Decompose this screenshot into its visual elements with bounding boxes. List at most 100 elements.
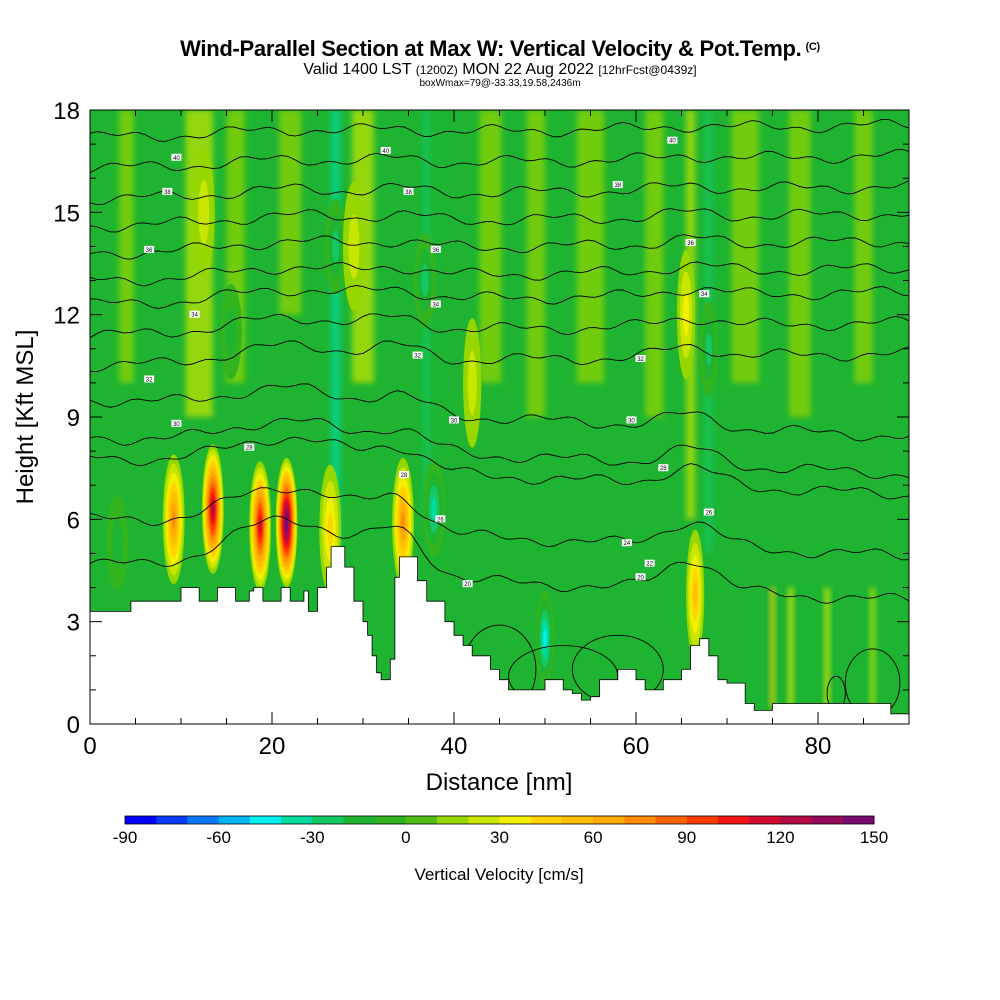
- updraft-cell: [275, 457, 298, 588]
- colorbar-label: Vertical Velocity [cm/s]: [414, 865, 583, 884]
- contour-label: 28: [244, 443, 255, 452]
- x-tick-label: 0: [83, 733, 96, 760]
- theta-contour: [90, 234, 909, 260]
- contour-label-text: 40: [669, 139, 676, 145]
- contour-label: 38: [612, 181, 623, 189]
- contour-label-text: 22: [646, 562, 653, 568]
- colorbar-swatch: [530, 816, 563, 824]
- downdraft-cell: [413, 232, 436, 329]
- contour-label-bg: [699, 290, 710, 298]
- y-tick-label: 15: [53, 200, 80, 227]
- contour-label-bg: [430, 245, 441, 253]
- contour-label-text: 36: [432, 248, 439, 254]
- velocity-streak: [769, 587, 776, 707]
- downdraft-cell-band: [225, 307, 237, 356]
- contour-label: 40: [667, 136, 678, 145]
- contour-label: 26: [435, 515, 446, 523]
- contour-label-text: 30: [173, 422, 180, 428]
- colorbar-swatch: [312, 816, 344, 824]
- contour-label-text: 38: [405, 190, 412, 196]
- velocity-streak: [806, 587, 812, 707]
- colorbar-swatch: [218, 816, 251, 824]
- velocity-streak: [645, 110, 664, 417]
- contour-label: 20: [635, 573, 646, 581]
- contour-labels: 40 40 40 38 38 38 36 36 36 34 34 34 32 32 32 30 30 30 28 28…: [144, 136, 714, 588]
- chart-subtitle: Valid 1400 LST (1200Z) MON 22 Aug 2022 […: [0, 61, 1000, 79]
- colorbar-swatch: [437, 816, 469, 824]
- contour-label-bg: [635, 573, 646, 581]
- contour-label: 20: [462, 580, 473, 588]
- updraft-cell: [249, 461, 272, 591]
- contour-label-bg: [635, 355, 646, 363]
- contour-label-bg: [171, 419, 182, 427]
- velocity-streak: [479, 110, 502, 383]
- theta-contour: [90, 118, 909, 142]
- colorbar-swatch: [281, 816, 313, 824]
- contour-label-bg: [398, 470, 409, 478]
- contour-label-text: 32: [637, 357, 644, 363]
- contour-label-bg: [144, 245, 155, 253]
- theta-contour: [90, 148, 909, 174]
- contour-label: 38: [162, 187, 173, 196]
- colorbar-swatch: [156, 816, 188, 824]
- theta-contour: [90, 180, 909, 206]
- contour-label: 36: [430, 245, 441, 254]
- contour-label-bg: [435, 515, 446, 523]
- valid-date: MON 22 Aug 2022: [462, 61, 594, 78]
- colorbar-tick-label: 90: [677, 828, 696, 847]
- contour-label: 40: [171, 153, 182, 162]
- downdraft-cell: [106, 495, 129, 591]
- valid-time: Valid 1400 LST: [303, 61, 412, 78]
- downdraft-cell-band: [111, 519, 123, 568]
- contour-label-bg: [658, 464, 669, 472]
- theta-contour: [90, 383, 909, 442]
- downdraft-cell: [423, 461, 445, 557]
- contour-label: 30: [171, 419, 182, 428]
- contour-label: 24: [621, 539, 632, 547]
- colorbar-swatch: [561, 816, 594, 824]
- theta-contour: [90, 436, 909, 500]
- theta-contour: [90, 261, 909, 287]
- contour-label-text: 28: [660, 466, 667, 472]
- colorbar-swatch: [405, 816, 438, 824]
- colorbar-swatch: [593, 816, 625, 824]
- contour-label-bg: [685, 239, 696, 247]
- theta-contour: [90, 515, 909, 604]
- y-tick-label: 3: [67, 610, 80, 637]
- contour-label-bg: [244, 443, 255, 451]
- contour-label: 32: [412, 351, 423, 360]
- colorbar-swatch: [249, 816, 282, 824]
- colorbar-frame: [124, 815, 875, 825]
- y-axis-label: Height [Kft MSL]: [12, 330, 39, 505]
- velocity-streak: [842, 587, 849, 707]
- colorbar-tick-label: -60: [206, 828, 231, 847]
- contour-label: 34: [699, 290, 710, 298]
- contour-label-bg: [144, 375, 155, 383]
- contour-label-text: 36: [687, 241, 694, 247]
- velocity-streak: [279, 110, 302, 315]
- chart-title: Wind-Parallel Section at Max W: Vertical…: [0, 36, 1000, 62]
- downdraft-cell-band: [543, 629, 547, 649]
- contour-label-bg: [430, 300, 441, 308]
- contour-label-text: 40: [382, 149, 389, 155]
- contour-label-text: 28: [246, 446, 253, 452]
- chart-title-text: Wind-Parallel Section at Max W: Vertical…: [180, 36, 802, 61]
- x-axis-label: Distance [nm]: [426, 769, 573, 796]
- contour-label: 30: [449, 416, 459, 424]
- contour-label-bg: [703, 508, 714, 516]
- x-axis: 0 20 40 60 80: [83, 110, 910, 760]
- updraft-cell: [676, 249, 696, 380]
- contour-label-text: 26: [705, 511, 712, 517]
- velocity-streak: [119, 110, 134, 383]
- contour-label: 32: [144, 375, 155, 383]
- colorbar-swatch: [624, 816, 656, 824]
- colorbar-swatch: [468, 816, 500, 824]
- colorbar-swatch: [811, 816, 844, 824]
- contour-label-text: 24: [624, 541, 631, 547]
- contour-label-text: 36: [146, 248, 153, 254]
- colorbar-swatch: [374, 816, 407, 824]
- contour-label: 34: [430, 300, 441, 308]
- plot-area: 40 40 40 38 38 38 36 36 36 34 34 34 32 32 32 30 30 30 28 28…: [90, 110, 909, 724]
